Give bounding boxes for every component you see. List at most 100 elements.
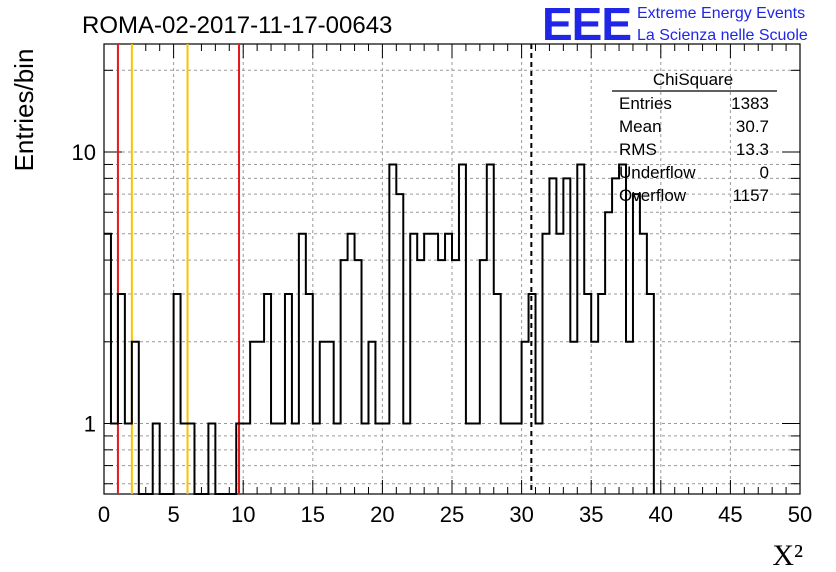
logo-mark: EEE	[542, 0, 631, 50]
x-tick-label: 35	[579, 502, 603, 527]
stats-title: ChiSquare	[653, 70, 733, 89]
x-tick-labels: 0 5 10 15 20 25 30 35 40 45 50	[98, 502, 812, 527]
histogram-bin	[494, 294, 501, 494]
histogram-bin	[271, 424, 278, 494]
histogram-bin	[334, 424, 341, 494]
stat-label-entries: Entries	[619, 94, 672, 113]
histogram-bin	[257, 342, 264, 494]
stat-value-underflow: 0	[760, 163, 769, 182]
histogram-bin	[424, 234, 431, 494]
histogram-bin	[431, 234, 438, 494]
histogram-bin	[556, 234, 563, 494]
stat-value-rms: 13.3	[736, 140, 769, 159]
x-tick-label: 20	[370, 502, 394, 527]
histogram-bin	[598, 294, 605, 494]
histogram-bin	[382, 424, 389, 494]
histogram-bin	[640, 234, 647, 494]
eee-logo: EEE Extreme Energy Events La Scienza nel…	[542, 0, 808, 50]
stat-value-entries: 1383	[731, 94, 769, 113]
histogram-bin	[389, 164, 396, 494]
stats-box: ChiSquare Entries 1383 Mean 30.7 RMS 13.…	[612, 70, 777, 205]
histogram-bin	[375, 424, 382, 494]
x-tick-label: 45	[718, 502, 742, 527]
histogram-bin	[299, 234, 306, 494]
histogram-bin	[181, 424, 188, 494]
histogram-bin	[125, 424, 132, 494]
y-tick-labels: 1 10	[72, 140, 96, 436]
histogram-bin	[264, 294, 271, 494]
histogram-bin	[174, 294, 181, 494]
histogram-bin	[396, 194, 403, 494]
y-tick-label: 10	[72, 140, 96, 165]
histogram-bin	[466, 424, 473, 494]
histogram-bin	[584, 294, 591, 494]
histogram-bin	[417, 260, 424, 494]
histogram-bin	[104, 234, 111, 494]
histogram-bin	[306, 294, 313, 494]
histogram-bin	[368, 342, 375, 494]
histogram-bin	[529, 294, 536, 494]
grid	[104, 44, 800, 494]
stat-value-mean: 30.7	[736, 117, 769, 136]
histogram-outline	[104, 163, 655, 495]
histogram-bin	[341, 260, 348, 494]
x-tick-label: 25	[440, 502, 464, 527]
x-tick-label: 10	[231, 502, 255, 527]
histogram-bin	[542, 234, 549, 494]
stat-value-overflow: 1157	[732, 186, 769, 205]
x-tick-label: 15	[301, 502, 325, 527]
histogram-bins	[104, 164, 654, 494]
histogram-bin	[320, 342, 327, 494]
histogram-bin	[188, 424, 195, 494]
histogram-bin	[473, 424, 480, 494]
histogram-bin	[278, 424, 285, 494]
x-tick-label: 50	[788, 502, 812, 527]
histogram-bin	[445, 234, 452, 494]
histogram-bin	[438, 260, 445, 494]
histogram-bin	[570, 342, 577, 494]
y-axis-label: Entries/bin	[9, 49, 39, 172]
histogram-bin	[647, 294, 654, 494]
histogram-bin	[536, 424, 543, 494]
histogram-bin	[132, 342, 139, 494]
histogram-bin	[619, 164, 626, 494]
histogram-bin	[327, 342, 334, 494]
histogram-bin	[292, 424, 299, 494]
histogram-bin	[626, 342, 633, 494]
histogram-bin	[459, 164, 466, 494]
histogram-bin	[515, 424, 522, 494]
histogram-bin	[208, 424, 215, 494]
stat-label-rms: RMS	[619, 140, 657, 159]
histogram-bin	[612, 178, 619, 494]
histogram-bin	[591, 342, 598, 494]
histogram-bin	[111, 424, 118, 494]
histogram-bin	[487, 164, 494, 494]
histogram-bin	[577, 164, 584, 494]
histogram-bin	[452, 260, 459, 494]
logo-line-1: Extreme Energy Events	[637, 5, 805, 22]
x-tick-label: 0	[98, 502, 110, 527]
histogram-bin	[313, 424, 320, 494]
histogram-bin	[480, 260, 487, 494]
histogram-bin	[633, 194, 640, 494]
histogram-bin	[250, 342, 257, 494]
histogram-bin	[563, 178, 570, 494]
histogram-bin	[362, 424, 369, 494]
histogram-bin	[501, 424, 508, 494]
y-tick-label: 1	[84, 412, 96, 437]
chart-title: ROMA-02-2017-11-17-00643	[82, 12, 392, 39]
histogram-bin	[348, 234, 355, 494]
stat-label-underflow: Underflow	[619, 163, 696, 182]
histogram-bin	[118, 294, 125, 494]
histogram-bin	[153, 424, 160, 494]
x-tick-label: 5	[167, 502, 179, 527]
histogram-bin	[549, 178, 556, 494]
histogram-bin	[236, 424, 243, 494]
x-tick-label: 40	[649, 502, 673, 527]
stat-label-overflow: Overflow	[619, 186, 687, 205]
histogram-bin	[243, 424, 250, 494]
x-axis-label: X²	[772, 539, 803, 572]
histogram-bin	[285, 294, 292, 494]
histogram-bin	[522, 342, 529, 494]
